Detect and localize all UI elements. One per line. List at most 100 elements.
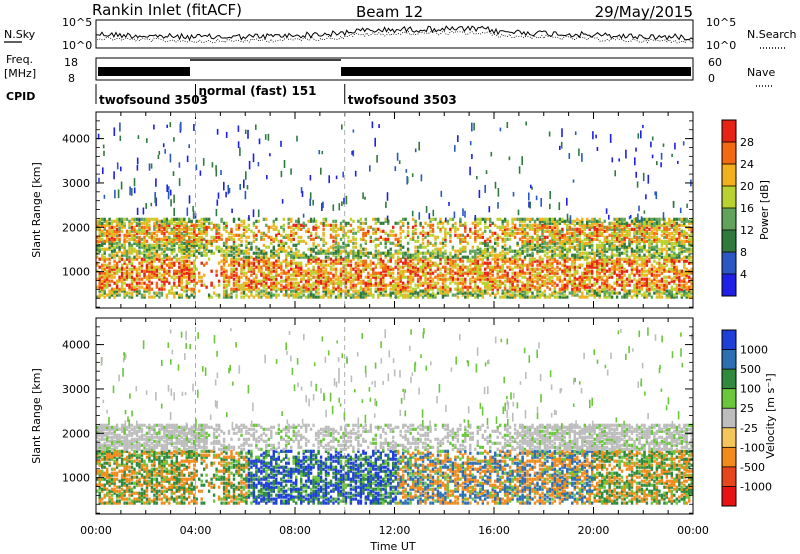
- data-cell: [113, 291, 116, 295]
- data-cell: [481, 281, 484, 285]
- data-cell: [108, 231, 111, 235]
- data-cell: [454, 287, 457, 291]
- data-cell: [188, 219, 191, 223]
- data-cell: [494, 295, 497, 299]
- data-cell: [295, 243, 298, 247]
- data-cell: [140, 237, 144, 241]
- data-cell: [245, 283, 248, 287]
- data-cell: [280, 239, 283, 243]
- data-cell: [352, 219, 355, 223]
- data-cell: [598, 219, 601, 223]
- data-cell: [225, 247, 228, 251]
- data-cell: [536, 289, 539, 293]
- data-cell: [481, 263, 484, 267]
- data-cell: [635, 265, 639, 269]
- data-cell: [578, 295, 581, 299]
- data-cell: [205, 239, 208, 243]
- data-cell: [347, 263, 350, 267]
- data-cell: [245, 287, 248, 291]
- data-cell: [120, 271, 124, 275]
- data-cell: [419, 277, 422, 281]
- data-cell: [541, 241, 544, 245]
- data-cell: [434, 251, 437, 255]
- data-cell: [262, 233, 266, 237]
- data-cell: [526, 277, 529, 281]
- data-cell: [317, 271, 320, 275]
- data-cell: [108, 275, 111, 279]
- data-cell: [449, 271, 452, 275]
- data-cell: [235, 279, 238, 283]
- data-cell: [180, 277, 183, 281]
- data-cell: [272, 221, 275, 225]
- data-cell: [309, 293, 313, 297]
- data-cell: [399, 271, 402, 275]
- data-cell: [255, 247, 258, 251]
- data-cell: [546, 277, 549, 281]
- data-cell: [295, 251, 298, 255]
- data-cell: [538, 219, 542, 223]
- data-cell: [459, 249, 462, 253]
- data-cell: [397, 281, 400, 285]
- data-cell: [439, 267, 442, 271]
- data-cell: [347, 251, 350, 255]
- data-cell: [374, 229, 377, 233]
- data-cell: [538, 287, 542, 291]
- data-cell: [605, 255, 609, 259]
- data-cell: [416, 273, 420, 277]
- data-cell: [145, 219, 149, 223]
- data-cell: [115, 217, 119, 221]
- data-cell: [148, 277, 151, 281]
- data-cell: [334, 269, 338, 273]
- data-cell: [352, 253, 355, 257]
- data-cell: [118, 275, 121, 279]
- data-cell: [324, 241, 328, 245]
- data-cell: [513, 293, 517, 297]
- data-cell: [329, 267, 333, 271]
- data-cell: [260, 289, 263, 293]
- data-cell: [556, 231, 559, 235]
- data-cell: [451, 265, 455, 269]
- nave-tick-bottom: 0: [708, 72, 715, 85]
- data-cell: [304, 285, 308, 289]
- data-cell: [620, 229, 624, 233]
- data-cell: [123, 277, 126, 281]
- data-cell: [451, 223, 455, 227]
- data-cell: [317, 225, 320, 229]
- data-cell: [409, 259, 412, 263]
- data-cell: [566, 259, 569, 263]
- data-cell: [280, 225, 283, 229]
- data-cell: [553, 233, 557, 237]
- data-cell: [556, 237, 559, 241]
- data-cell: [469, 229, 472, 233]
- data-cell: [521, 235, 524, 239]
- data-cell: [496, 287, 499, 291]
- data-cell: [573, 227, 576, 231]
- data-cell: [596, 231, 599, 235]
- data-cell: [275, 237, 278, 241]
- data-cell: [521, 219, 524, 223]
- data-cell: [588, 219, 591, 223]
- data-cell: [638, 229, 641, 233]
- data-cell: [414, 283, 417, 287]
- data-cell: [506, 275, 509, 279]
- data-cell: [300, 287, 303, 291]
- data-cell: [610, 237, 614, 241]
- data-cell: [168, 291, 171, 295]
- data-cell: [546, 267, 549, 271]
- data-cell: [645, 223, 649, 227]
- data-cell: [449, 259, 452, 263]
- data-cell: [297, 253, 300, 257]
- data-cell: [327, 223, 330, 227]
- data-cell: [272, 237, 275, 241]
- data-cell: [349, 251, 353, 255]
- data-cell: [332, 263, 335, 267]
- data-cell: [324, 219, 328, 223]
- data-cell: [290, 289, 293, 293]
- data-cell: [357, 257, 360, 261]
- data-cell: [272, 251, 275, 255]
- data-cell: [168, 231, 171, 235]
- data-cell: [563, 271, 566, 275]
- data-cell: [516, 227, 519, 231]
- data-cell: [479, 221, 482, 225]
- data-cell: [466, 241, 469, 245]
